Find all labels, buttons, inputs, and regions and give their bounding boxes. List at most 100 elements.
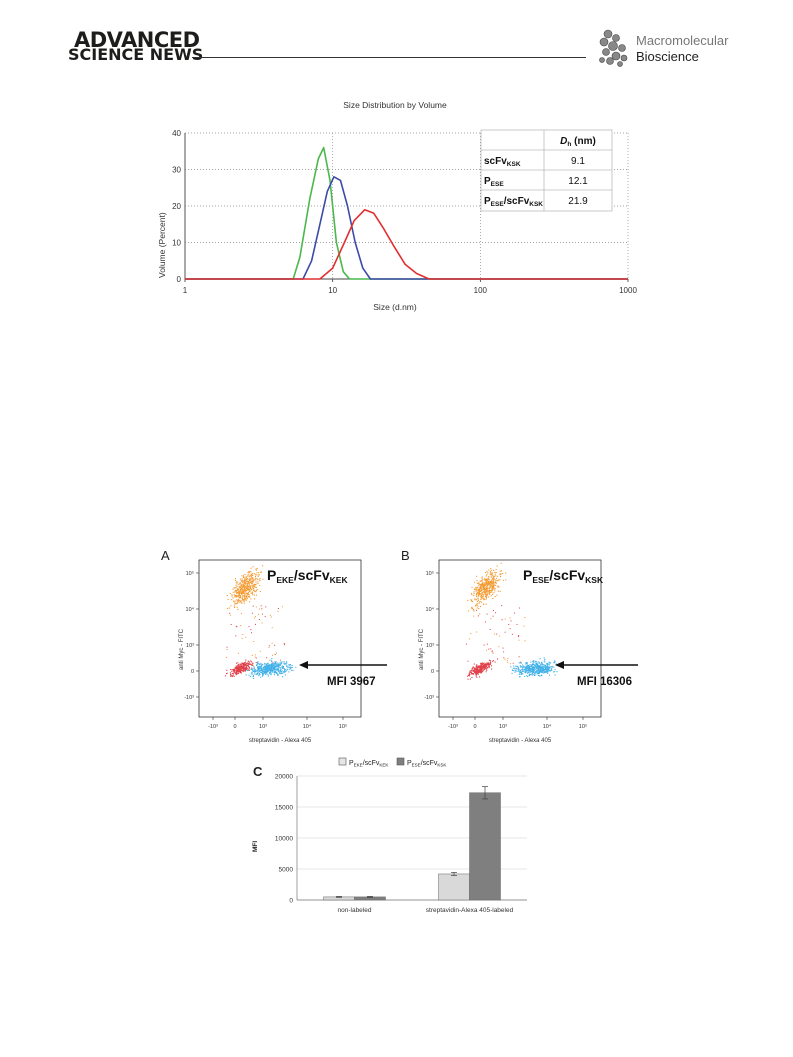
scatter-point	[469, 675, 471, 677]
scatter-point	[233, 669, 235, 671]
scatter-point	[529, 668, 531, 670]
header-rule	[192, 57, 586, 58]
scatter-point	[251, 665, 253, 667]
scatter-point	[526, 670, 528, 672]
scatter-point	[241, 578, 243, 580]
scatter-point	[546, 671, 548, 673]
scatter-point	[488, 569, 490, 571]
y-axis-label: MFI	[252, 841, 259, 852]
scatter-point	[249, 590, 251, 592]
scatter-point	[485, 664, 487, 666]
scatter-point	[534, 667, 536, 669]
scatter-point	[525, 666, 527, 668]
scatter-point	[535, 663, 537, 665]
y-tick-label: 0	[177, 275, 182, 284]
y-axis-label: Volume (Percent)	[157, 212, 167, 278]
scatter-point	[478, 588, 480, 590]
scatter-point	[241, 591, 243, 593]
scatter-point	[547, 669, 549, 671]
scatter-point	[479, 671, 481, 673]
scatter-point	[279, 671, 281, 673]
scatter-point	[238, 663, 240, 665]
scatter-point	[489, 591, 491, 593]
scatter-point	[476, 676, 478, 678]
scatter-point	[226, 669, 228, 671]
scatter-point	[243, 667, 245, 669]
scatter-point	[274, 667, 276, 669]
scatter-point	[537, 674, 539, 676]
scatter-point	[474, 671, 476, 673]
scatter-point	[282, 672, 284, 674]
scatter-point	[270, 669, 272, 671]
scatter-point	[242, 586, 244, 588]
scatter-point	[474, 598, 476, 600]
scatter-point	[250, 592, 252, 594]
scatter-point	[480, 671, 482, 673]
scatter-point	[480, 596, 482, 598]
scatter-point	[497, 590, 499, 592]
scatter-point	[536, 664, 538, 666]
scatter-point	[257, 575, 259, 577]
y-tick-label: -10³	[184, 695, 194, 701]
scatter-point	[256, 578, 258, 580]
scatter-point	[540, 671, 542, 673]
scatter-point	[244, 597, 246, 599]
scatter-point	[531, 669, 533, 671]
scatter-point	[526, 667, 528, 669]
scatter-point	[491, 574, 493, 576]
scatter-point	[489, 584, 491, 586]
scatter-point	[535, 661, 537, 663]
series-line	[185, 208, 628, 280]
scatter-point	[276, 663, 278, 665]
scatter-point	[265, 666, 267, 668]
scatter-point	[481, 593, 483, 595]
scatter-point	[550, 668, 552, 670]
scatter-point	[262, 670, 264, 672]
panel-title: PEKE/scFvKEK	[267, 567, 348, 585]
scatter-point	[286, 662, 288, 664]
scatter-point	[241, 587, 243, 589]
scatter-point	[260, 667, 262, 669]
scatter-point	[475, 665, 477, 667]
scatter-point	[492, 572, 494, 574]
scatter-point	[247, 663, 249, 665]
scatter-point	[263, 673, 265, 675]
arrow-head-icon	[299, 661, 308, 669]
molecule-logo-icon	[599, 29, 628, 67]
scatter-point	[262, 613, 263, 615]
x-axis-label: streptavidin - Alexa 405	[489, 738, 552, 744]
arrow-head-icon	[555, 661, 564, 669]
scatter-point	[251, 592, 253, 594]
scatter-point	[505, 579, 507, 581]
scatter-point	[241, 579, 243, 581]
scatter-point	[528, 666, 530, 668]
scatter-point	[254, 573, 256, 575]
scatter-point	[236, 582, 238, 584]
scatter-point	[538, 665, 540, 667]
scatter-point	[249, 581, 251, 583]
scatter-point	[490, 663, 491, 665]
legend-label: PEKE/scFvKEK	[349, 760, 388, 768]
scatter-point	[513, 667, 515, 669]
scatter-point	[536, 668, 538, 670]
scatter-point	[528, 671, 530, 673]
scatter-point	[244, 593, 246, 595]
scatter-point	[250, 567, 252, 569]
scatter-point	[495, 582, 497, 584]
scatter-point	[490, 583, 492, 585]
scatter-point	[480, 590, 482, 592]
scatter-point	[233, 606, 235, 608]
scatter-point	[537, 668, 539, 670]
scatter-point	[263, 667, 265, 669]
scatter-point	[542, 670, 544, 672]
scatter-point	[270, 670, 272, 672]
scatter-point	[546, 663, 548, 665]
scatter-point	[481, 583, 483, 585]
scatter-point	[277, 669, 279, 671]
scatter-point	[233, 671, 235, 673]
y-tick-label: 10000	[275, 836, 293, 843]
scatter-point	[486, 662, 488, 664]
y-axis-label: anti Myc - FITC	[419, 628, 425, 670]
scatter-point	[495, 575, 497, 577]
scatter-point	[529, 673, 531, 675]
